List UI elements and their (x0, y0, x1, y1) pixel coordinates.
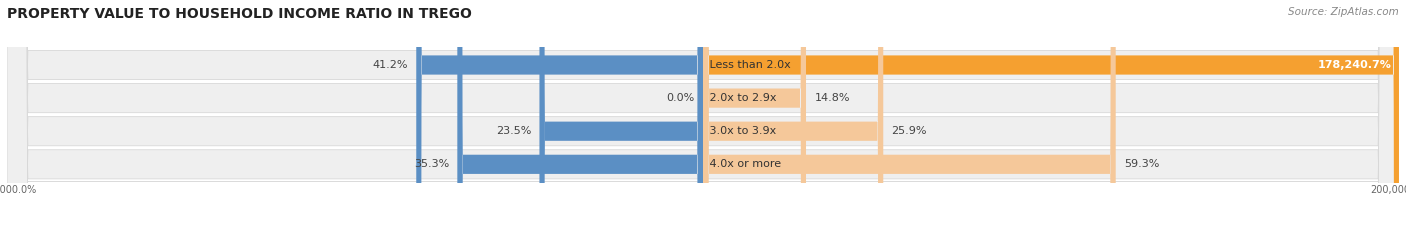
Text: 14.8%: 14.8% (814, 93, 849, 103)
Text: 4.0x or more: 4.0x or more (706, 159, 782, 169)
Text: 2.0x to 2.9x: 2.0x to 2.9x (706, 93, 778, 103)
Text: Less than 2.0x: Less than 2.0x (706, 60, 792, 70)
Text: 0.0%: 0.0% (666, 93, 695, 103)
FancyBboxPatch shape (703, 0, 1399, 234)
FancyBboxPatch shape (7, 0, 1399, 234)
Text: Source: ZipAtlas.com: Source: ZipAtlas.com (1288, 7, 1399, 17)
Text: 25.9%: 25.9% (891, 126, 927, 136)
FancyBboxPatch shape (703, 0, 883, 234)
FancyBboxPatch shape (7, 0, 1399, 234)
FancyBboxPatch shape (7, 0, 1399, 234)
Text: 59.3%: 59.3% (1123, 159, 1160, 169)
FancyBboxPatch shape (416, 0, 703, 234)
Text: 3.0x to 3.9x: 3.0x to 3.9x (706, 126, 776, 136)
Text: 41.2%: 41.2% (373, 60, 408, 70)
FancyBboxPatch shape (540, 0, 703, 234)
FancyBboxPatch shape (7, 0, 1399, 234)
Text: 23.5%: 23.5% (496, 126, 531, 136)
Text: 35.3%: 35.3% (413, 159, 449, 169)
FancyBboxPatch shape (703, 0, 1116, 234)
Text: PROPERTY VALUE TO HOUSEHOLD INCOME RATIO IN TREGO: PROPERTY VALUE TO HOUSEHOLD INCOME RATIO… (7, 7, 472, 21)
Text: 178,240.7%: 178,240.7% (1319, 60, 1392, 70)
FancyBboxPatch shape (703, 0, 806, 234)
FancyBboxPatch shape (457, 0, 703, 234)
